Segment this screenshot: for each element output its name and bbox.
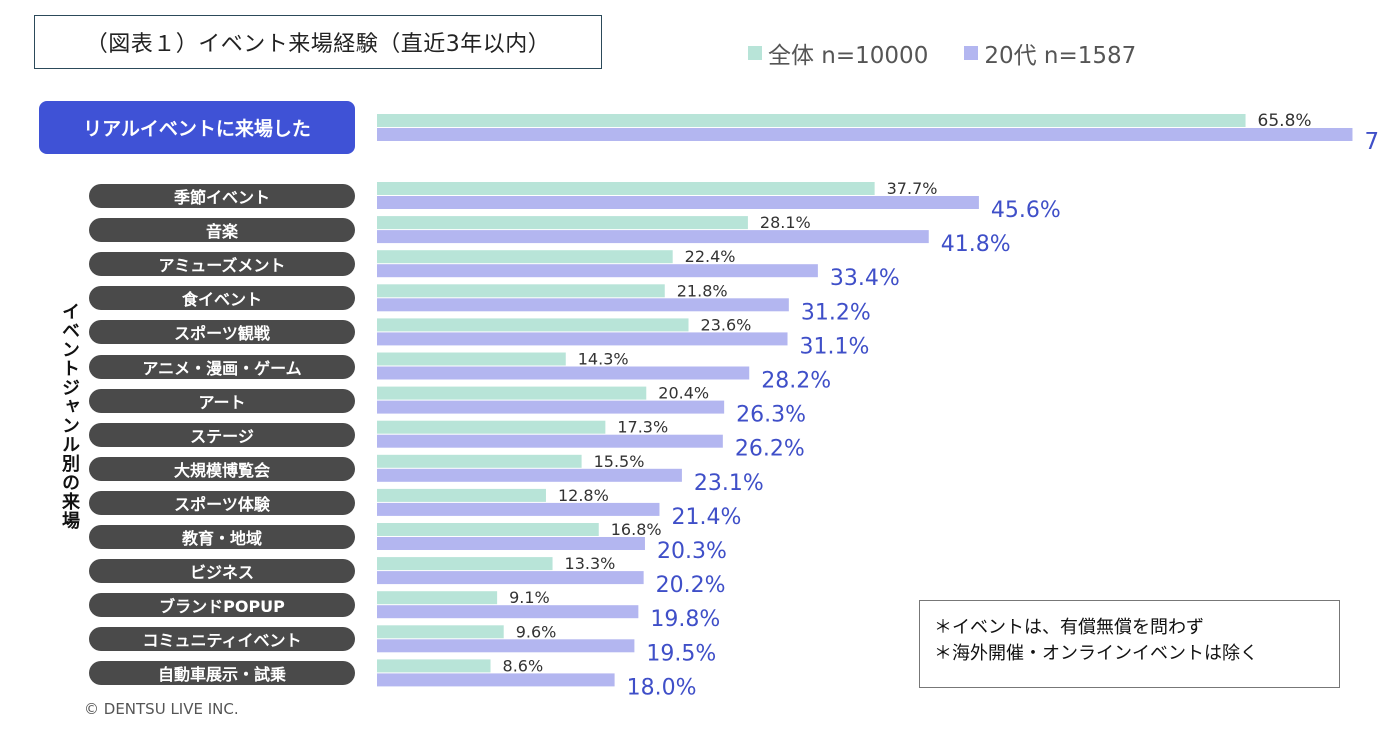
chart-title: （図表１）イベント来場経験（直近3年以内）: [34, 15, 602, 69]
bar-20s: [377, 332, 788, 346]
data-label-20s: 21.4%: [671, 505, 741, 530]
category-label: 教育・地域: [89, 525, 355, 549]
bar-20s: [377, 196, 979, 209]
data-label-20s: 26.3%: [736, 403, 806, 428]
legend-label-overall: 全体 n=10000: [768, 43, 929, 69]
bar-20s: [377, 366, 750, 380]
category-label: アミューズメント: [89, 252, 355, 277]
category-label: ビジネス: [89, 559, 355, 584]
data-label-overall: 37.7%: [887, 179, 938, 198]
bar-overall: [377, 318, 689, 332]
bar-20s: [377, 400, 725, 414]
data-label-overall: 9.1%: [509, 588, 550, 607]
bar-20s: [377, 537, 645, 550]
data-label-overall: 8.6%: [503, 656, 544, 675]
chart-legend: 全体 n=10000 20代 n=1587: [748, 36, 1136, 70]
bar-20s: [377, 502, 660, 516]
bar-20s: [377, 264, 818, 278]
bar-overall: [377, 454, 582, 468]
legend-swatch-20s: [964, 46, 979, 60]
bar-20s: [377, 605, 639, 619]
legend-item-overall: 全体 n=10000: [748, 36, 928, 70]
bar-overall: [377, 557, 553, 571]
category-label: コミュニティイベント: [89, 627, 355, 652]
bar-overall: [377, 625, 504, 639]
category-label: 食イベント: [89, 286, 355, 311]
data-label-20s: 33.4%: [830, 266, 900, 291]
data-label-20s: 28.2%: [761, 369, 831, 394]
data-label-overall: 17.3%: [617, 418, 668, 437]
data-label-20s: 31.2%: [801, 300, 871, 325]
data-label-20s: 19.8%: [650, 607, 720, 632]
data-label-20s: 41.8%: [941, 232, 1011, 257]
bar-overall: [377, 591, 498, 605]
data-label-20s: 20.2%: [656, 573, 726, 598]
category-label: 自動車展示・試乗: [89, 661, 355, 686]
data-label-20s: 26.2%: [735, 437, 805, 462]
bar-overall: [377, 352, 566, 366]
bar-20s: [377, 128, 1353, 141]
category-label-total: リアルイベントに来場した: [39, 101, 355, 154]
data-label-overall: 13.3%: [565, 554, 616, 573]
data-label-overall: 22.4%: [685, 247, 736, 266]
category-label: 季節イベント: [89, 184, 355, 208]
data-label-20s: 23.1%: [694, 471, 764, 496]
notes-box: ＊イベントは、有償無償を問わず ＊海外開催・オンラインイベントは除く: [919, 600, 1340, 688]
category-label: アニメ・漫画・ゲーム: [89, 354, 355, 379]
category-label: スポーツ観戦: [89, 320, 355, 345]
bar-overall: [377, 420, 606, 434]
bar-overall: [377, 114, 1246, 127]
group-axis-label: イベントジャンル別の来場: [59, 302, 80, 530]
bar-20s: [377, 434, 723, 448]
data-label-overall: 21.8%: [677, 281, 728, 300]
bar-20s: [377, 230, 929, 244]
data-label-overall: 12.8%: [558, 486, 609, 505]
category-label: スポーツ体験: [89, 490, 355, 515]
bar-overall: [377, 386, 647, 400]
data-label-20s: 19.5%: [646, 641, 716, 666]
data-label-overall: 16.8%: [611, 520, 662, 539]
bar-overall: [377, 488, 546, 502]
bar-20s: [377, 571, 644, 585]
note-line: ＊イベントは、有償無償を問わず: [934, 617, 1204, 638]
legend-label-20s: 20代 n=1587: [984, 43, 1137, 69]
category-label: アート: [89, 388, 355, 413]
bar-20s: [377, 468, 682, 482]
bar-20s: [377, 673, 615, 687]
data-label-overall: 14.3%: [578, 350, 629, 369]
note-line: ＊海外開催・オンラインイベントは除く: [934, 643, 1258, 664]
bar-overall: [377, 523, 599, 536]
bar-overall: [377, 284, 665, 298]
bar-overall: [377, 250, 673, 264]
data-label-overall: 28.1%: [760, 213, 811, 232]
data-label-20s: 45.6%: [991, 198, 1061, 223]
bar-overall: [377, 182, 875, 195]
data-label-overall: 23.6%: [701, 315, 752, 334]
category-label: ステージ: [89, 422, 355, 447]
category-label: ブランドPOPUP: [89, 593, 355, 618]
copyright: © DENTSU LIVE INC.: [84, 700, 239, 718]
data-label-20s: 31.1%: [800, 334, 870, 359]
data-label-20s: 73.9%: [1364, 129, 1378, 155]
data-label-overall: 65.8%: [1258, 111, 1312, 131]
bar-overall: [377, 659, 491, 673]
category-label: 音楽: [89, 218, 355, 243]
category-label: 大規模博覧会: [89, 456, 355, 481]
data-label-20s: 18.0%: [627, 675, 697, 700]
bar-overall: [377, 216, 748, 230]
legend-swatch-overall: [748, 46, 762, 60]
data-label-20s: 20.3%: [657, 539, 727, 564]
data-label-overall: 9.6%: [516, 622, 557, 641]
bar-20s: [377, 298, 789, 312]
bar-20s: [377, 639, 635, 653]
data-label-overall: 20.4%: [658, 384, 709, 403]
legend-item-20s: 20代 n=1587: [964, 36, 1136, 70]
data-label-overall: 15.5%: [594, 452, 645, 471]
